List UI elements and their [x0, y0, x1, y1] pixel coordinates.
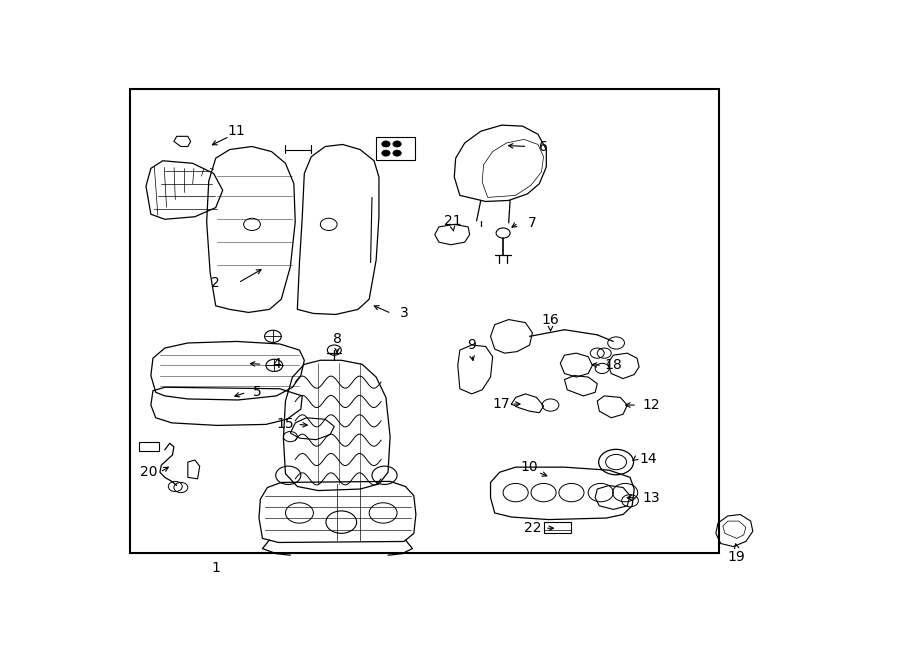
Text: 11: 11: [228, 124, 246, 138]
Text: 9: 9: [467, 338, 476, 352]
Text: 19: 19: [728, 550, 745, 564]
Text: 21: 21: [444, 214, 462, 228]
Bar: [139, 442, 158, 451]
Text: 12: 12: [643, 398, 660, 412]
Text: 1: 1: [212, 561, 220, 575]
Text: 22: 22: [524, 522, 541, 535]
Bar: [544, 522, 572, 533]
Text: 4: 4: [272, 358, 281, 371]
Circle shape: [382, 150, 390, 156]
Text: 7: 7: [528, 216, 536, 230]
Text: 8: 8: [333, 332, 341, 346]
Text: 18: 18: [605, 358, 622, 372]
Text: 16: 16: [542, 313, 560, 327]
Text: 2: 2: [212, 276, 220, 290]
Text: 5: 5: [253, 385, 262, 399]
Text: 15: 15: [276, 417, 294, 432]
Text: 10: 10: [521, 460, 538, 474]
Circle shape: [382, 141, 390, 147]
Text: 17: 17: [493, 397, 510, 411]
Circle shape: [393, 141, 401, 147]
Text: 3: 3: [400, 307, 409, 321]
Text: 6: 6: [539, 139, 548, 153]
Text: 20: 20: [140, 465, 158, 479]
Bar: [376, 137, 415, 160]
Text: 14: 14: [639, 451, 657, 465]
Bar: [130, 89, 719, 553]
Circle shape: [393, 150, 401, 156]
Text: 13: 13: [643, 490, 660, 505]
